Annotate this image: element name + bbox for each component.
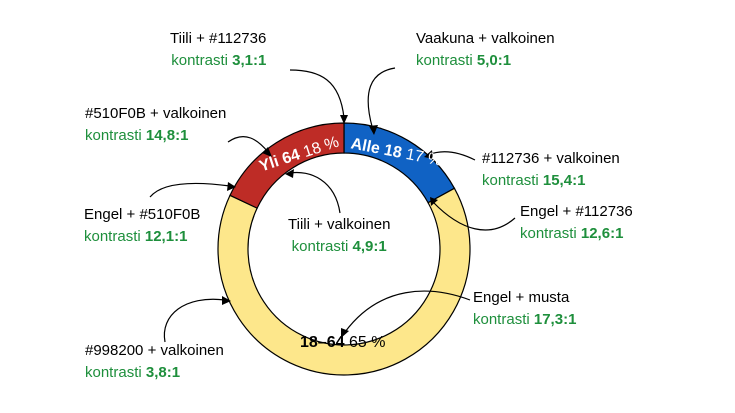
contrast-value: 17,3:1 [533, 311, 577, 328]
arrow-a7 [289, 171, 341, 214]
arrow-a3 [227, 136, 269, 153]
annotation-a6: Engel + #112736 kontrasti 12,6:1 [520, 201, 633, 245]
annotation-title: #998200 + valkoinen [85, 342, 224, 359]
segment-percent: 65 % [348, 334, 386, 351]
annotation-a1: Tiili + #112736 kontrasti 3,1:1 [170, 28, 266, 72]
contrast-prefix: kontrasti [171, 52, 228, 69]
segment-name: 18–64 [300, 334, 345, 351]
contrast-prefix: kontrasti [473, 311, 530, 328]
annotation-title: Engel + #510F0B [84, 206, 201, 223]
contrast-prefix: kontrasti [291, 238, 349, 255]
contrast-value: 12,1:1 [144, 228, 188, 245]
arrow-a2 [367, 67, 396, 131]
annotation-title: Tiili + #112736 [170, 30, 267, 47]
annotation-a9: #998200 + valkoinen kontrasti 3,8:1 [85, 340, 224, 384]
contrast-value: 5,0:1 [476, 52, 512, 69]
annotation-a3: #510F0B + valkoinen kontrasti 14,8:1 [85, 103, 226, 147]
contrast-prefix: kontrasti [482, 172, 539, 189]
annotation-title: Engel + musta [473, 289, 570, 306]
annotation-a4: #112736 + valkoinen kontrasti 15,4:1 [482, 148, 620, 192]
contrast-value: 4,9:1 [352, 238, 387, 255]
donut-slice-18-64 [217, 187, 471, 376]
annotation-title: #510F0B + valkoinen [85, 105, 227, 122]
contrast-value: 15,4:1 [542, 172, 586, 189]
annotation-title: Engel + #112736 [520, 203, 633, 220]
contrast-prefix: kontrasti [85, 364, 142, 381]
contrast-prefix: kontrasti [520, 225, 577, 242]
contrast-prefix: kontrasti [84, 228, 141, 245]
contrast-value: 3,1:1 [232, 52, 267, 69]
annotation-a5: Engel + #510F0B kontrasti 12,1:1 [84, 204, 200, 248]
annotation-a2: Vaakuna + valkoinen kontrasti 5,0:1 [416, 28, 555, 72]
annotation-a8: Engel + musta kontrasti 17,3:1 [473, 287, 576, 331]
contrast-prefix: kontrasti [85, 127, 142, 144]
arrow-a6 [432, 201, 516, 231]
arrow-a8 [344, 290, 471, 333]
contrast-prefix: kontrasti [416, 52, 473, 69]
contrast-value: 12,6:1 [580, 225, 624, 242]
annotation-title: Tiili + valkoinen [288, 216, 391, 233]
arrow-a1 [289, 69, 345, 119]
annotation-a7: Tiili + valkoinen kontrasti 4,9:1 [288, 214, 390, 258]
contrast-value: 3,8:1 [145, 364, 181, 381]
arrow-a9 [163, 298, 226, 343]
contrast-value: 14,8:1 [145, 127, 189, 144]
segment-label-18-64: 18–64 65 % [300, 334, 385, 352]
arrow-a5 [149, 182, 231, 198]
annotation-title: #112736 + valkoinen [482, 150, 620, 167]
annotation-title: Vaakuna + valkoinen [416, 30, 555, 47]
